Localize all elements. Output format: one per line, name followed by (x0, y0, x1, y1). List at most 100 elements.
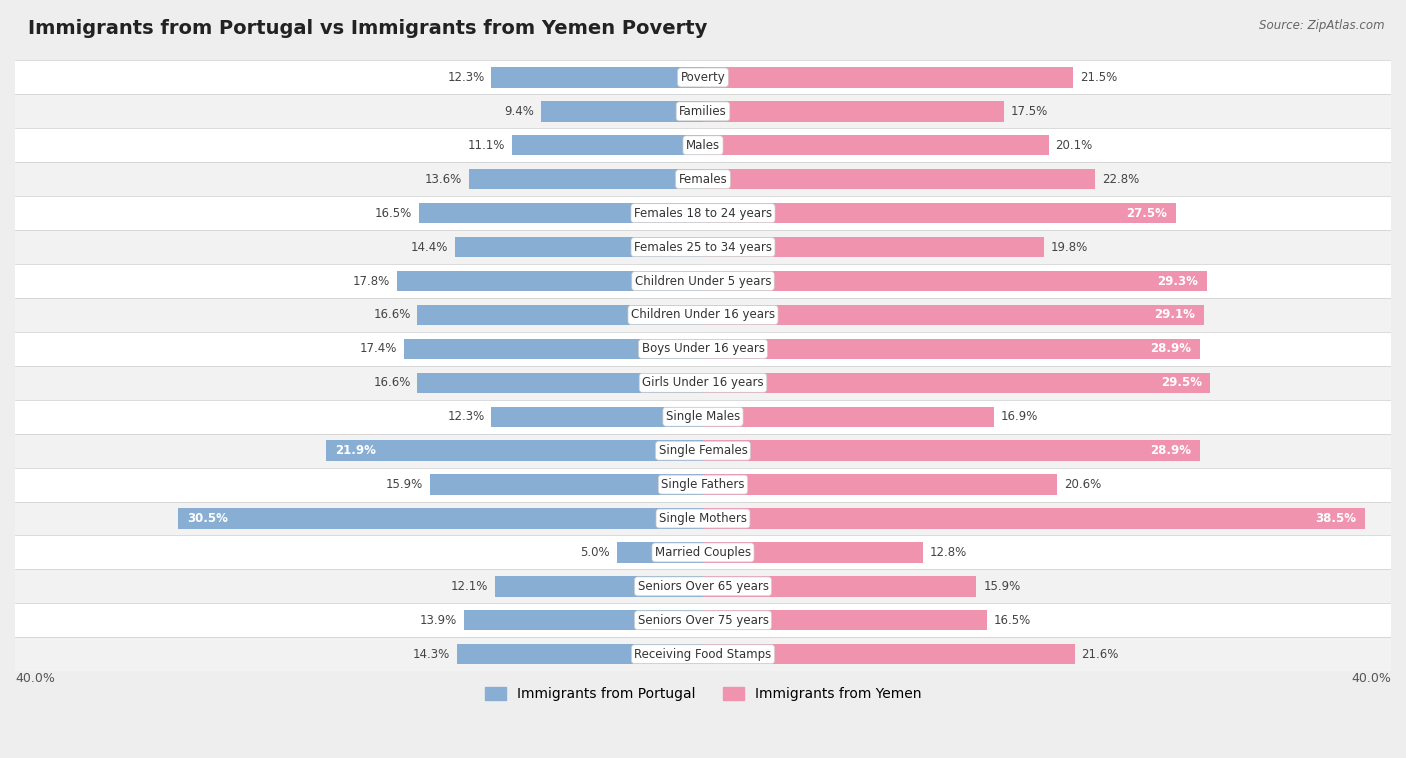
Bar (464, 610, 703, 631)
Text: Children Under 5 years: Children Under 5 years (634, 274, 772, 287)
Bar (703, 475, 1057, 495)
Bar (703, 406, 994, 427)
Bar (15, 366, 1391, 399)
Text: 21.6%: 21.6% (1081, 648, 1119, 661)
Bar (15, 196, 1391, 230)
Bar (326, 440, 703, 461)
Text: 12.3%: 12.3% (447, 71, 485, 84)
Text: Immigrants from Portugal vs Immigrants from Yemen Poverty: Immigrants from Portugal vs Immigrants f… (28, 19, 707, 38)
Bar (703, 509, 1365, 528)
Text: 21.5%: 21.5% (1080, 71, 1116, 84)
Text: 28.9%: 28.9% (1150, 444, 1191, 457)
Bar (541, 102, 703, 121)
Bar (419, 203, 703, 224)
Bar (703, 610, 987, 631)
Text: Families: Families (679, 105, 727, 118)
Text: 16.5%: 16.5% (994, 614, 1031, 627)
Bar (15, 162, 1391, 196)
Text: 16.6%: 16.6% (373, 309, 411, 321)
Bar (703, 576, 977, 597)
Text: 5.0%: 5.0% (581, 546, 610, 559)
Bar (703, 271, 1206, 291)
Text: 38.5%: 38.5% (1316, 512, 1357, 525)
Text: 17.5%: 17.5% (1011, 105, 1047, 118)
Bar (15, 298, 1391, 332)
Text: 21.9%: 21.9% (335, 444, 375, 457)
Bar (703, 203, 1175, 224)
Text: Males: Males (686, 139, 720, 152)
Bar (15, 468, 1391, 502)
Bar (703, 305, 1204, 325)
Text: 16.6%: 16.6% (373, 376, 411, 390)
Bar (512, 135, 703, 155)
Text: 12.1%: 12.1% (451, 580, 488, 593)
Bar (15, 569, 1391, 603)
Text: 15.9%: 15.9% (385, 478, 423, 491)
Text: Seniors Over 65 years: Seniors Over 65 years (637, 580, 769, 593)
Text: 9.4%: 9.4% (505, 105, 534, 118)
Bar (456, 237, 703, 257)
Bar (703, 339, 1201, 359)
Text: 40.0%: 40.0% (1351, 672, 1391, 685)
Bar (617, 542, 703, 562)
Bar (15, 502, 1391, 535)
Bar (15, 230, 1391, 264)
Text: 30.5%: 30.5% (187, 512, 228, 525)
Bar (703, 373, 1211, 393)
Bar (179, 509, 703, 528)
Text: 14.3%: 14.3% (413, 648, 450, 661)
Bar (396, 271, 703, 291)
Text: 16.5%: 16.5% (375, 207, 412, 220)
Legend: Immigrants from Portugal, Immigrants from Yemen: Immigrants from Portugal, Immigrants fro… (479, 682, 927, 707)
Text: 29.3%: 29.3% (1157, 274, 1198, 287)
Text: 20.6%: 20.6% (1064, 478, 1101, 491)
Text: 11.1%: 11.1% (468, 139, 505, 152)
Text: 29.1%: 29.1% (1154, 309, 1195, 321)
Bar (429, 475, 703, 495)
Bar (495, 576, 703, 597)
Text: Females: Females (679, 173, 727, 186)
Text: 17.4%: 17.4% (360, 343, 396, 356)
Bar (15, 128, 1391, 162)
Text: 15.9%: 15.9% (983, 580, 1021, 593)
Text: 16.9%: 16.9% (1001, 410, 1038, 423)
Text: 27.5%: 27.5% (1126, 207, 1167, 220)
Text: 20.1%: 20.1% (1056, 139, 1092, 152)
Text: Single Mothers: Single Mothers (659, 512, 747, 525)
Bar (15, 637, 1391, 671)
Bar (404, 339, 703, 359)
Bar (15, 399, 1391, 434)
Bar (15, 61, 1391, 95)
Text: Single Fathers: Single Fathers (661, 478, 745, 491)
Text: 29.5%: 29.5% (1161, 376, 1202, 390)
Bar (418, 305, 703, 325)
Text: 22.8%: 22.8% (1102, 173, 1139, 186)
Text: 28.9%: 28.9% (1150, 343, 1191, 356)
Text: Single Females: Single Females (658, 444, 748, 457)
Text: Single Males: Single Males (666, 410, 740, 423)
Bar (703, 440, 1201, 461)
Text: Girls Under 16 years: Girls Under 16 years (643, 376, 763, 390)
Text: Boys Under 16 years: Boys Under 16 years (641, 343, 765, 356)
Bar (15, 95, 1391, 128)
Text: Poverty: Poverty (681, 71, 725, 84)
Bar (703, 237, 1043, 257)
Bar (703, 644, 1074, 665)
Bar (492, 406, 703, 427)
Text: Females 18 to 24 years: Females 18 to 24 years (634, 207, 772, 220)
Bar (703, 542, 924, 562)
Bar (15, 332, 1391, 366)
Text: Married Couples: Married Couples (655, 546, 751, 559)
Bar (703, 169, 1095, 190)
Text: 12.3%: 12.3% (447, 410, 485, 423)
Bar (15, 434, 1391, 468)
Text: Source: ZipAtlas.com: Source: ZipAtlas.com (1260, 19, 1385, 32)
Text: Receiving Food Stamps: Receiving Food Stamps (634, 648, 772, 661)
Bar (457, 644, 703, 665)
Text: Children Under 16 years: Children Under 16 years (631, 309, 775, 321)
Bar (15, 535, 1391, 569)
Bar (418, 373, 703, 393)
Bar (15, 603, 1391, 637)
Text: Seniors Over 75 years: Seniors Over 75 years (637, 614, 769, 627)
Bar (470, 169, 703, 190)
